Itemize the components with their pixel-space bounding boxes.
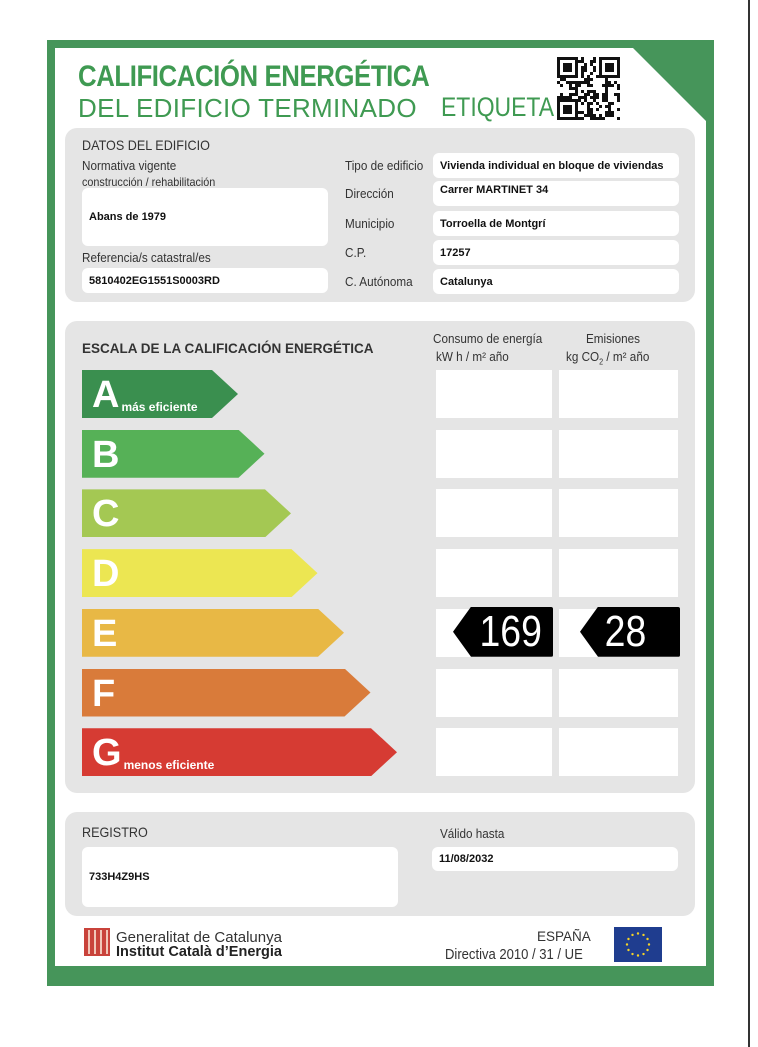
- org-name-1: Generalitat de Catalunya: [116, 929, 282, 946]
- field-label: Tipo de edificio: [345, 158, 424, 173]
- emisiones-cell: [559, 429, 678, 478]
- consumo-rating-marker: 169: [453, 606, 553, 657]
- class-letter: D: [92, 553, 120, 596]
- field-label: C.P.: [345, 245, 367, 260]
- emisiones-units-sub: 2: [599, 357, 604, 367]
- normativa-label: Normativa vigente: [82, 158, 177, 173]
- referencia-value: 5810402EG1551S0003RD: [82, 268, 328, 293]
- class-letter: E: [92, 612, 118, 655]
- class-letter: G: [92, 732, 122, 775]
- consumo-cell: [436, 370, 552, 418]
- consumo-units: kW h / m² año: [436, 349, 509, 364]
- emisiones-header: Emisiones: [586, 331, 640, 346]
- emisiones-value: 28: [604, 606, 647, 656]
- class-letter: C: [92, 493, 120, 536]
- field-value: Carrer MARTINET 34: [433, 181, 679, 206]
- consumo-cell: [436, 728, 552, 777]
- consumo-header: Consumo de energía: [433, 331, 543, 346]
- emisiones-cell: [559, 489, 678, 538]
- class-letter: B: [92, 433, 120, 476]
- rating-class-f: F: [82, 668, 371, 717]
- valido-label: Válido hasta: [440, 826, 505, 841]
- emisiones-units-a: kg CO: [566, 349, 600, 364]
- qr-code-icon: [557, 57, 620, 120]
- rating-class-c: C: [82, 489, 291, 538]
- page-edge: [748, 0, 750, 1047]
- rating-class-b: B: [82, 429, 265, 478]
- field-label: Municipio: [345, 216, 395, 231]
- consumo-cell: [436, 549, 552, 598]
- class-sub: menos eficiente: [123, 758, 215, 773]
- field-label: C. Autónoma: [345, 274, 413, 289]
- field-value: Catalunya: [433, 269, 679, 294]
- etiqueta-label: ETIQUETA: [441, 92, 555, 122]
- rating-class-e: E: [82, 608, 344, 657]
- building-section-title: DATOS DEL EDIFICIO: [82, 137, 210, 153]
- emisiones-units: kg CO2 / m² año: [566, 349, 649, 367]
- normativa-label-2: construcción / rehabilitación: [82, 175, 216, 189]
- class-letter: A: [92, 374, 120, 416]
- field-value: Torroella de Montgrí: [433, 211, 679, 236]
- country-label: ESPAÑA: [537, 929, 591, 944]
- class-sub: más eficiente: [121, 400, 198, 414]
- field-value: Vivienda individual en bloque de viviend…: [433, 153, 679, 178]
- consumo-cell: [436, 489, 552, 538]
- emisiones-rating-marker: 28: [580, 606, 680, 657]
- scale-title: ESCALA DE LA CALIFICACIÓN ENERGÉTICA: [82, 341, 374, 356]
- rating-class-d: D: [82, 549, 318, 598]
- class-letter: F: [92, 672, 116, 715]
- emisiones-cell: [559, 370, 678, 418]
- registro-label: REGISTRO: [82, 824, 148, 840]
- registro-value: 733H4Z9HS: [82, 847, 398, 907]
- emisiones-cell: [559, 668, 678, 717]
- emisiones-cell: [559, 728, 678, 777]
- emisiones-units-b: / m² año: [603, 349, 650, 364]
- org-name-2: Institut Català d’Energia: [116, 944, 282, 960]
- field-value: 17257: [433, 240, 679, 265]
- consumo-cell: [436, 668, 552, 717]
- normativa-value: Abans de 1979: [82, 188, 328, 246]
- valido-value: 11/08/2032: [432, 847, 678, 871]
- title-line-2: DEL EDIFICIO TERMINADO: [78, 93, 417, 123]
- field-label: Dirección: [345, 186, 394, 201]
- title-line-1: CALIFICACIÓN ENERGÉTICA: [78, 60, 430, 93]
- referencia-label: Referencia/s catastral/es: [82, 250, 211, 265]
- eu-flag-icon: [614, 927, 662, 962]
- emisiones-cell: [559, 549, 678, 598]
- consumo-cell: [436, 429, 552, 478]
- consumo-value: 169: [479, 606, 542, 656]
- directive-label: Directiva 2010 / 31 / UE: [445, 947, 583, 963]
- generalitat-logo-icon: [84, 928, 110, 956]
